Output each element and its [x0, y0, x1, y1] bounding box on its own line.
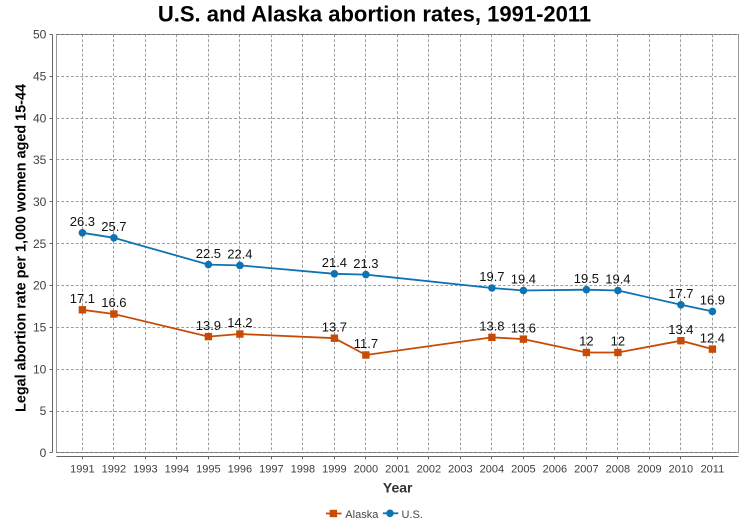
- svg-text:40: 40: [33, 111, 47, 125]
- svg-text:19.4: 19.4: [511, 272, 536, 287]
- svg-text:13.9: 13.9: [196, 318, 221, 333]
- svg-text:0: 0: [40, 446, 47, 460]
- svg-text:17.7: 17.7: [668, 286, 693, 301]
- svg-text:11.7: 11.7: [354, 336, 378, 351]
- svg-text:2009: 2009: [637, 463, 661, 475]
- svg-text:2008: 2008: [606, 463, 630, 475]
- svg-text:50: 50: [33, 28, 47, 42]
- svg-text:13.6: 13.6: [511, 320, 536, 335]
- svg-text:1998: 1998: [291, 463, 315, 475]
- svg-text:12: 12: [579, 334, 593, 349]
- svg-text:21.3: 21.3: [353, 256, 378, 271]
- svg-text:16.6: 16.6: [101, 295, 126, 310]
- svg-text:1995: 1995: [196, 463, 220, 475]
- svg-text:10: 10: [33, 362, 47, 376]
- svg-text:45: 45: [33, 70, 47, 84]
- svg-text:1999: 1999: [322, 463, 346, 475]
- svg-text:25: 25: [33, 237, 47, 251]
- svg-text:1996: 1996: [228, 463, 252, 475]
- svg-text:12: 12: [611, 334, 625, 349]
- svg-text:2004: 2004: [480, 463, 504, 475]
- svg-text:1994: 1994: [165, 463, 189, 475]
- svg-text:19.4: 19.4: [605, 272, 630, 287]
- svg-text:17.1: 17.1: [70, 291, 95, 306]
- svg-text:22.5: 22.5: [196, 246, 221, 261]
- svg-text:2005: 2005: [511, 463, 535, 475]
- svg-text:13.4: 13.4: [668, 322, 693, 337]
- svg-text:2002: 2002: [417, 463, 441, 475]
- svg-text:2010: 2010: [669, 463, 693, 475]
- svg-text:2001: 2001: [385, 463, 409, 475]
- svg-text:5: 5: [40, 404, 47, 418]
- svg-text:2006: 2006: [543, 463, 567, 475]
- svg-text:2000: 2000: [354, 463, 378, 475]
- svg-text:22.4: 22.4: [227, 247, 252, 262]
- svg-text:13.8: 13.8: [479, 319, 504, 334]
- svg-text:1993: 1993: [133, 463, 157, 475]
- svg-text:U.S.: U.S.: [402, 509, 423, 521]
- svg-text:13.7: 13.7: [322, 319, 347, 334]
- svg-text:2007: 2007: [574, 463, 598, 475]
- svg-text:19.5: 19.5: [574, 271, 599, 286]
- svg-text:15: 15: [33, 321, 47, 335]
- svg-text:2011: 2011: [701, 463, 725, 475]
- svg-text:20: 20: [33, 279, 47, 293]
- svg-text:14.2: 14.2: [227, 315, 252, 330]
- svg-text:Year: Year: [383, 479, 413, 495]
- svg-text:U.S. and Alaska abortion rates: U.S. and Alaska abortion rates, 1991-201…: [158, 2, 591, 27]
- svg-text:35: 35: [33, 153, 47, 167]
- svg-text:Alaska: Alaska: [345, 509, 379, 521]
- svg-text:26.3: 26.3: [70, 214, 95, 229]
- svg-text:21.4: 21.4: [322, 255, 347, 270]
- svg-text:1997: 1997: [259, 463, 283, 475]
- svg-text:25.7: 25.7: [101, 219, 126, 234]
- svg-text:30: 30: [33, 195, 47, 209]
- svg-text:1992: 1992: [102, 463, 126, 475]
- svg-text:12.4: 12.4: [700, 330, 725, 345]
- svg-text:1991: 1991: [70, 463, 94, 475]
- svg-text:19.7: 19.7: [479, 269, 504, 284]
- svg-text:16.9: 16.9: [700, 293, 725, 308]
- svg-text:2003: 2003: [448, 463, 472, 475]
- svg-text:Legal abortion rate per 1,000: Legal abortion rate per 1,000 women aged…: [13, 84, 29, 412]
